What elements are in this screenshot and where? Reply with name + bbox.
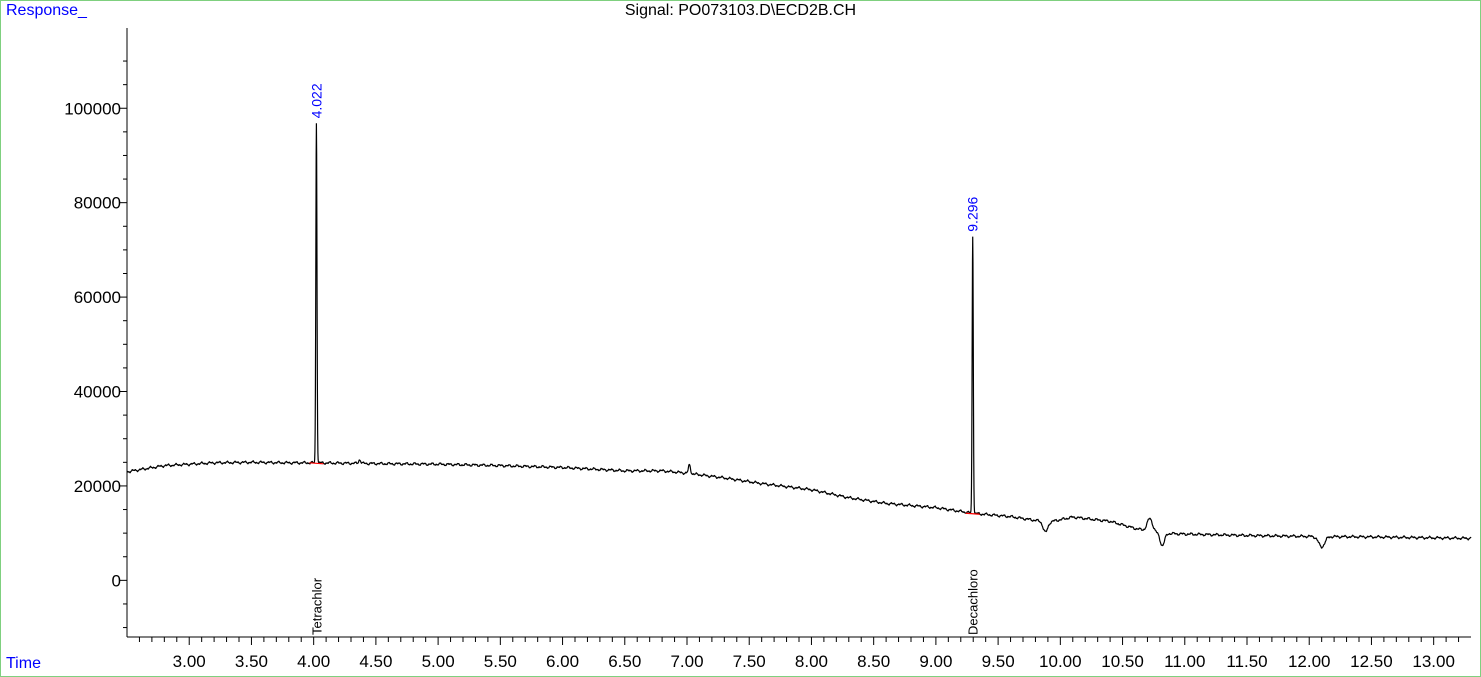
- x-tick-label: 12.00: [1288, 652, 1331, 671]
- x-tick-label: 10.50: [1101, 652, 1144, 671]
- y-tick-label: 40000: [74, 383, 121, 402]
- x-tick-label: 5.00: [422, 652, 455, 671]
- y-tick-label: 20000: [74, 477, 121, 496]
- peak-labels: 4.022 Tetrachlor 9.296 Decachloro: [308, 83, 980, 635]
- x-tick-label: 3.50: [235, 652, 268, 671]
- peak-rt-label: 9.296: [965, 196, 981, 231]
- y-tick-label: 0: [112, 571, 121, 590]
- compound-label: Tetrachlor: [309, 577, 324, 635]
- x-tick-label: 13.00: [1412, 652, 1455, 671]
- x-tick-label: 8.00: [795, 652, 828, 671]
- x-tick-label: 10.00: [1039, 652, 1082, 671]
- x-tick-label: 6.00: [546, 652, 579, 671]
- x-tick-label: 11.50: [1226, 652, 1267, 671]
- signal-trace-group: [126, 123, 1472, 549]
- x-tick-label: 8.50: [857, 652, 890, 671]
- x-tick-label: 9.50: [982, 652, 1015, 671]
- peak-baseline-mark: [309, 462, 324, 465]
- x-tick-label: 12.50: [1350, 652, 1393, 671]
- x-axis-label: Time: [6, 655, 41, 672]
- peak-baseline-mark: [965, 512, 980, 515]
- peak-rt-label: 4.022: [308, 83, 324, 118]
- x-tick-label: 3.00: [173, 652, 206, 671]
- x-tick-label: 4.50: [359, 652, 392, 671]
- chart-title: Signal: PO073103.D\ECD2B.CH: [624, 2, 857, 19]
- x-tick-label: 7.50: [733, 652, 766, 671]
- y-axis-label: Response_: [6, 2, 87, 19]
- x-tick-label: 5.50: [484, 652, 517, 671]
- y-tick-label: 60000: [74, 288, 121, 307]
- x-tick-label: 6.50: [608, 652, 641, 671]
- y-tick-label: 80000: [74, 194, 121, 213]
- y-tick-label: 100000: [64, 99, 121, 118]
- x-tick-label: 7.00: [670, 652, 703, 671]
- axes: 0 20000 40000 60000 80000 100000 3.00 3.50 4.00 4…: [64, 28, 1471, 671]
- signal-trace: [126, 123, 1472, 549]
- x-tick-label: 4.00: [297, 652, 330, 671]
- x-tick-label: 11.00: [1164, 652, 1205, 671]
- compound-label: Decachloro: [966, 569, 981, 635]
- x-tick-label: 9.00: [919, 652, 952, 671]
